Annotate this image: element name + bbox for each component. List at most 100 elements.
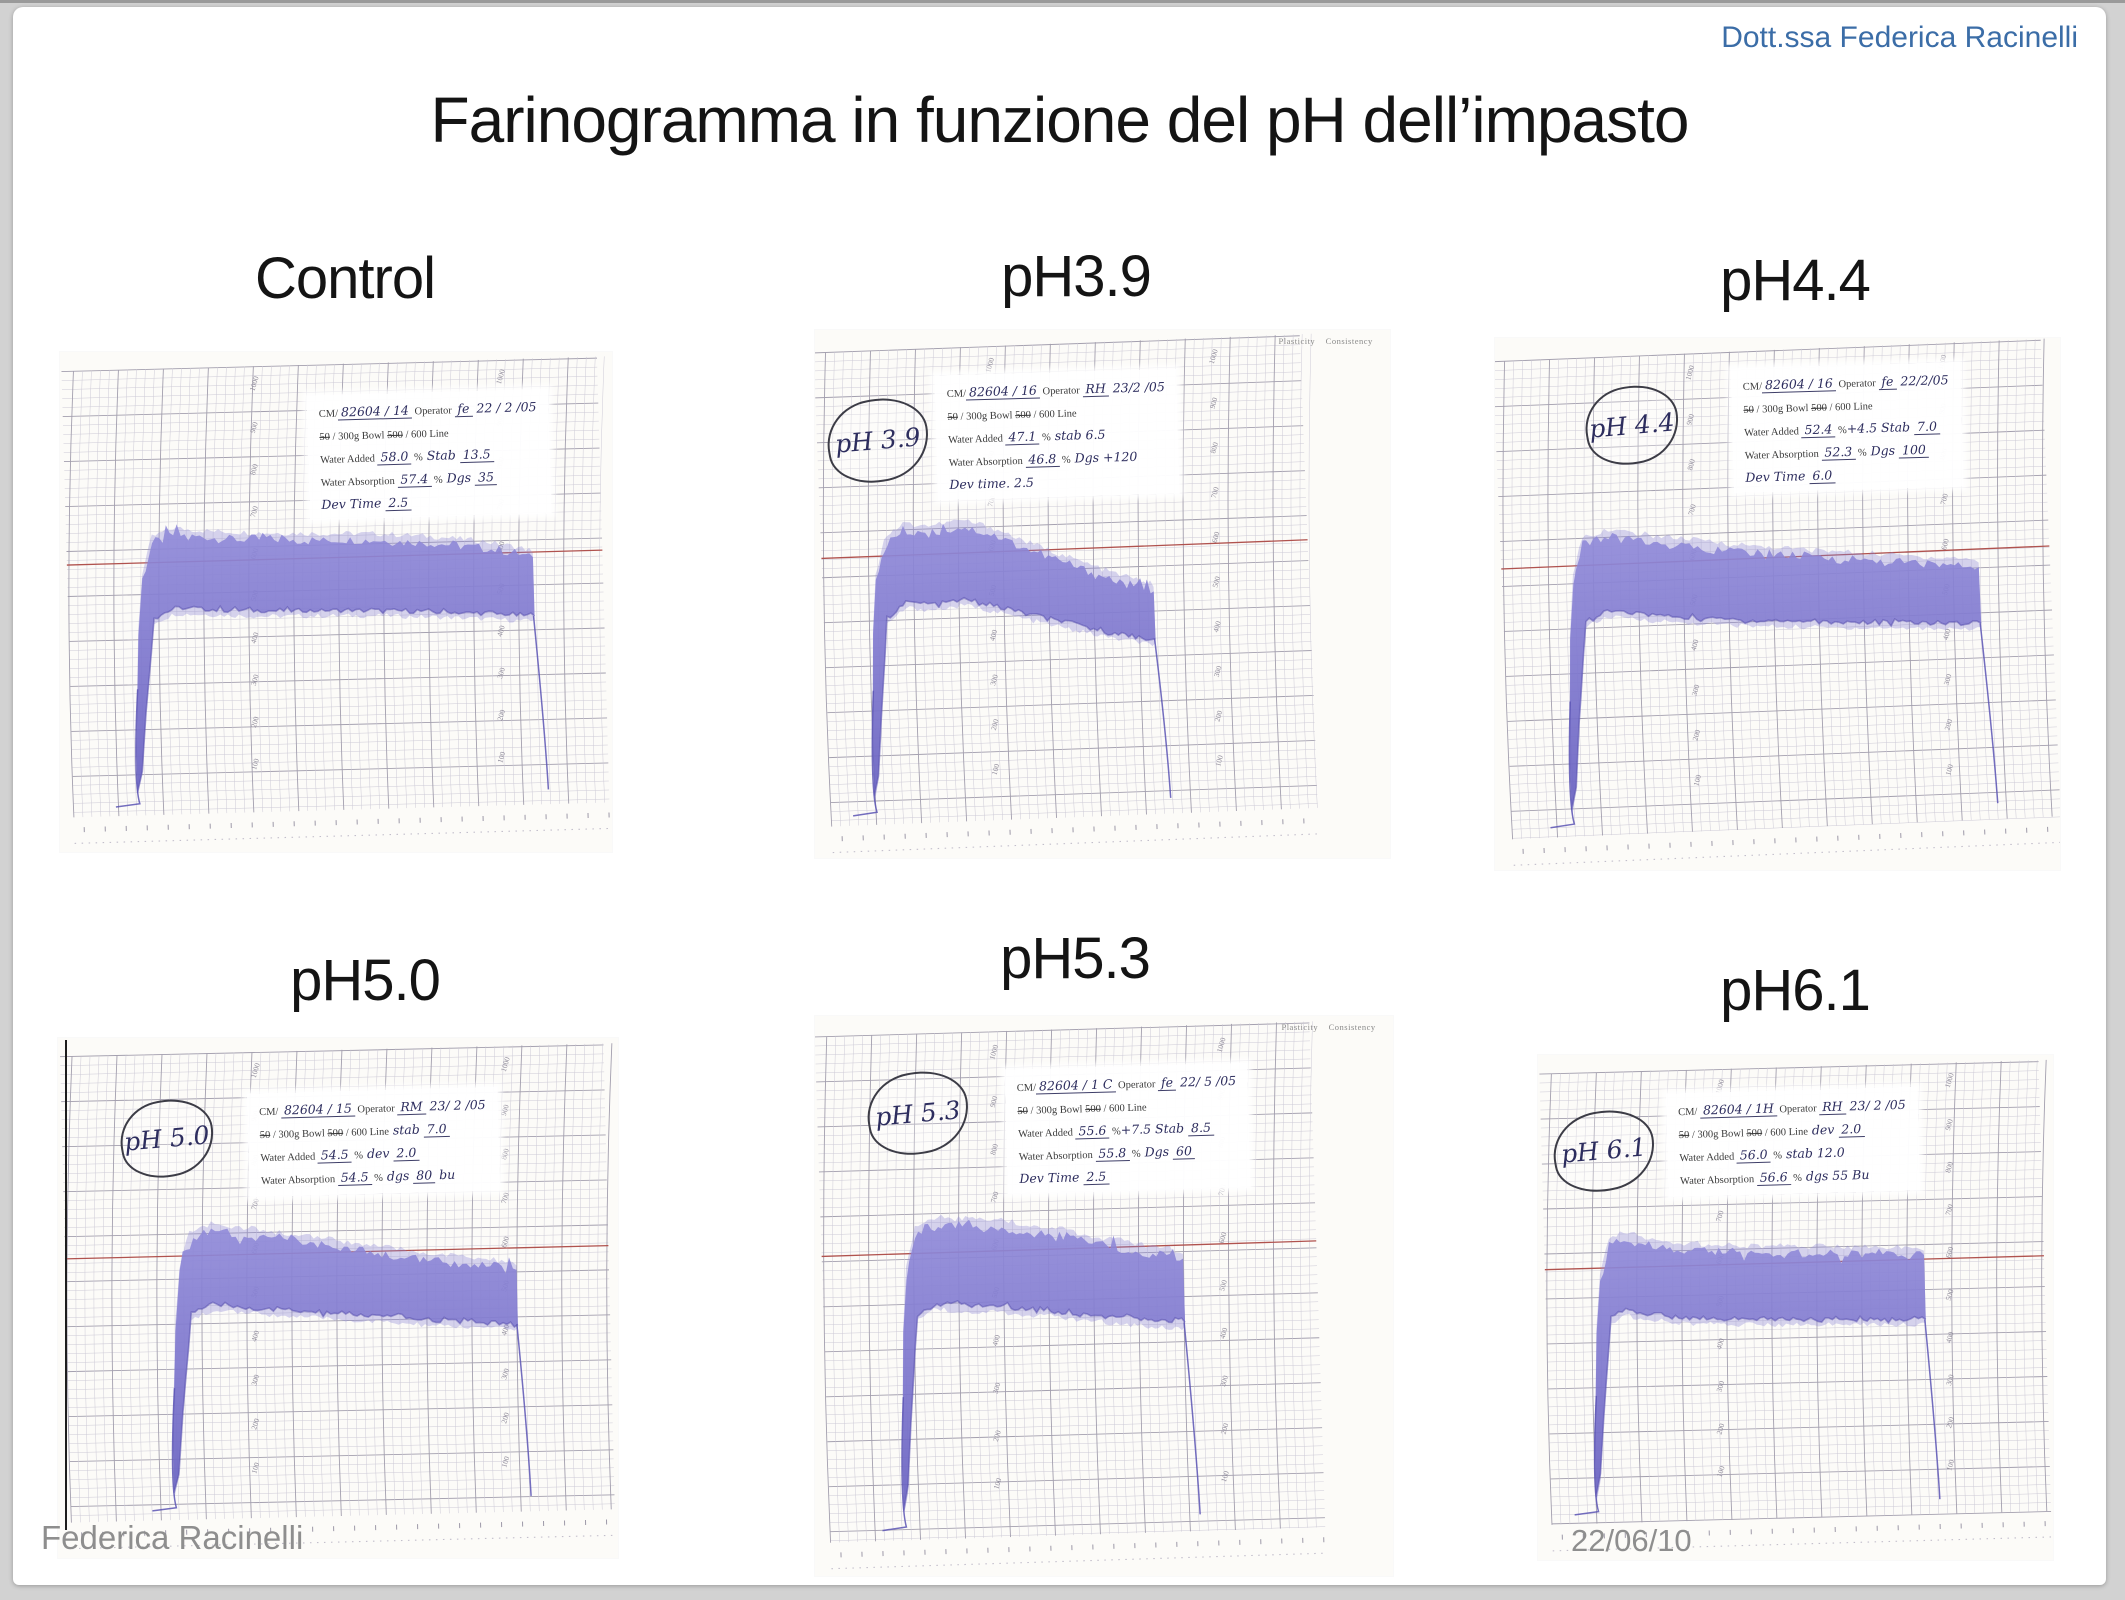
pen-start-tail: [853, 690, 878, 817]
handwritten-value: +4.5 Stab: [1846, 418, 1915, 436]
bu-tick-label: 400: [1689, 638, 1701, 651]
handwritten-value: RH: [1818, 1098, 1846, 1116]
handwritten-value: 22 / 2 /05: [472, 398, 538, 416]
printed-form-label: Water Absorption: [321, 475, 399, 490]
bu-tick-label: 400: [249, 631, 261, 645]
printed-form-label: Water Added: [947, 433, 1006, 447]
bu-tick-label: 900: [1684, 413, 1696, 426]
handwritten-value: 60: [1172, 1143, 1195, 1161]
chart-label-ph4-4: pH4.4: [1720, 248, 1871, 313]
bu-tick-label: 100: [249, 757, 261, 771]
chart-paper-grid: 1000900800700600500400300200100100090080…: [1539, 1059, 2052, 1552]
bu-tick-label: 1000: [249, 1062, 262, 1079]
handwritten-value: 2.0: [1837, 1121, 1865, 1139]
bu-tick-label: 1000: [248, 375, 261, 392]
bu-tick-label: 800: [1943, 1160, 1955, 1174]
printed-form-label: Water Added: [260, 1151, 319, 1165]
printed-form-label: %: [411, 452, 424, 464]
bu-tick-label: 900: [248, 421, 260, 435]
printed-form-label: Water Absorption: [948, 456, 1026, 470]
printed-form-label: 50: [1743, 404, 1755, 416]
bu-tick-label: 700: [1938, 492, 1950, 505]
handwritten-value: Dgs: [442, 469, 476, 486]
printed-form-label: %: [1038, 432, 1051, 444]
handwritten-value: dgs: [383, 1167, 414, 1184]
printed-form-label: %: [1790, 1173, 1802, 1185]
bu-tick-label: 400: [1941, 628, 1953, 641]
bu-tick-label: 1000: [1943, 1072, 1956, 1089]
bu-tick-label: 400: [990, 1333, 1002, 1347]
trace-band: [136, 524, 535, 793]
chart-paper-grid: 1000900800700600500400300200100100090080…: [60, 1043, 616, 1550]
chart-label-ph5-0: pH5.0: [290, 948, 441, 1013]
bu-tick-label: 100: [495, 750, 507, 764]
handwritten-value: 80: [413, 1167, 436, 1184]
handwritten-value: RM: [397, 1098, 427, 1116]
presentation-slide: Dott.ssa Federica Racinelli Farinogramma…: [13, 7, 2106, 1585]
pen-end-tail: [1924, 1319, 1941, 1500]
printed-form-label: %: [1835, 424, 1848, 436]
printed-form-label: / 600 Line: [1100, 1102, 1147, 1116]
handwritten-value: 7.0: [423, 1120, 451, 1138]
handwritten-value: 82604 / 16: [965, 382, 1040, 401]
printed-form-label: / 600 Line: [1827, 400, 1874, 414]
handwritten-value: Stab: [422, 447, 461, 464]
bu-tick-label: 100: [1944, 1458, 1956, 1472]
printed-form-label: CM/: [1016, 1082, 1036, 1095]
printed-form-label: 500: [327, 1127, 344, 1140]
bu-tick-label: 300: [249, 1373, 261, 1387]
printed-form-label: Operator: [355, 1103, 398, 1116]
printed-form-label: Operator: [1836, 377, 1879, 390]
printed-form-label: %: [1770, 1150, 1782, 1162]
handwritten-value: 100: [1899, 441, 1930, 459]
handwritten-value: 55.6: [1075, 1122, 1110, 1140]
bu-tick-label: 1000: [983, 356, 996, 373]
chart-paper-grid: 1000900800700600500400300200100100090080…: [1495, 338, 2060, 866]
printed-form-label: 500: [1014, 409, 1031, 422]
printed-form-label: Water Absorption: [1744, 448, 1822, 462]
printed-form-label: / 300g Bowl: [1754, 402, 1812, 416]
bu-tick-label: 1000: [1684, 364, 1697, 381]
farinogram-form: CM/82604 / 16 Operator fe 22/2/05 50 / 30…: [1730, 361, 1964, 493]
bu-tick-label: 100: [1943, 763, 1955, 776]
handwritten-value: stab 12.0: [1781, 1144, 1845, 1162]
handwritten-value: 7.0: [1914, 418, 1941, 435]
handwritten-value: 2.5: [385, 494, 412, 512]
handwritten-value: 23/ 2 /05: [1845, 1097, 1906, 1114]
plasticity-consistency-label: Plasticity Consistency: [1278, 336, 1373, 346]
trace-band: [1594, 1238, 1926, 1498]
bu-tick-label: 400: [1714, 1337, 1726, 1351]
bu-tick-label: 700: [249, 1197, 261, 1211]
pen-end-tail: [1153, 638, 1172, 798]
bu-tick-label: 1000: [494, 368, 507, 385]
bu-tick-label: 700: [989, 1190, 1001, 1204]
bu-tick-label: 200: [1715, 1422, 1727, 1436]
printed-form-label: Water Added: [1679, 1151, 1737, 1165]
printed-form-label: Water Added: [1744, 425, 1803, 439]
bu-tick-label: 700: [1686, 503, 1698, 516]
handwritten-value: 22/ 5 /05: [1175, 1073, 1237, 1091]
handwritten-value: 57.4: [397, 470, 432, 488]
handwritten-value: bu: [435, 1166, 456, 1183]
bu-tick-label: 1000: [1207, 348, 1220, 365]
bu-tick-label: 700: [1216, 1183, 1228, 1197]
bu-tick-label: 600: [495, 540, 507, 554]
trace-band: [902, 1219, 1186, 1511]
bu-tick-label: 400: [1218, 1326, 1230, 1340]
footer-date: 22/06/10: [1571, 1523, 1692, 1558]
handwritten-value: RH: [1081, 380, 1109, 398]
bu-tick-label: 300: [1714, 1379, 1726, 1393]
handwritten-value: Dev Time: [1745, 467, 1810, 485]
bu-tick-label: 200: [1944, 1416, 1956, 1430]
printed-form-label: %: [1108, 1126, 1121, 1138]
printed-form-label: Operator: [412, 405, 456, 418]
printed-form-label: Water Added: [1017, 1127, 1076, 1141]
printed-form-label: Operator: [1115, 1079, 1158, 1092]
farinogram-ph5-0: 1000900800700600500400300200100100090080…: [58, 1038, 618, 1558]
farinogram-ph3-9: 1000900800700600500400300200100100090080…: [815, 330, 1390, 858]
printed-form-label: Water Absorption: [1679, 1174, 1757, 1188]
handwritten-value: 23/2 /05: [1108, 379, 1165, 396]
bu-tick-label: 700: [499, 1191, 511, 1205]
printed-form-label: 50: [1017, 1106, 1028, 1118]
printed-form-label: Water Absorption: [261, 1174, 339, 1188]
